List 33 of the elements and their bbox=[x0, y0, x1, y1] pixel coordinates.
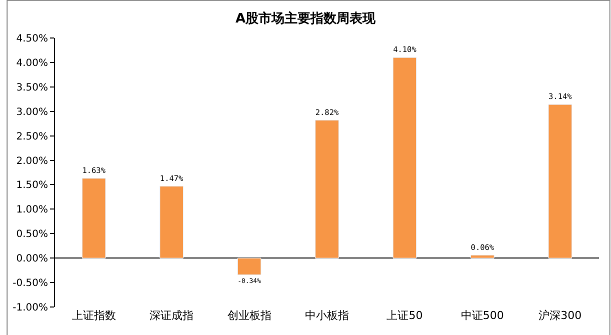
data-label: 2.82% bbox=[315, 108, 339, 117]
y-tick-label: 1.50% bbox=[16, 180, 48, 192]
y-tick-label: -1.00% bbox=[12, 302, 48, 314]
bar bbox=[548, 104, 572, 258]
y-tick-label: 2.50% bbox=[16, 131, 48, 142]
y-tick-label: 0.50% bbox=[16, 229, 48, 240]
x-tick-label: 上证50 bbox=[386, 309, 423, 322]
data-label: 1.47% bbox=[160, 174, 184, 183]
y-tick-label: 0.00% bbox=[16, 254, 48, 265]
data-label: 1.63% bbox=[82, 166, 106, 176]
data-label: 0.06% bbox=[470, 242, 494, 252]
bar bbox=[160, 186, 184, 258]
x-tick-label: 上证指数 bbox=[72, 309, 116, 322]
bar bbox=[237, 258, 262, 275]
data-label: 3.14% bbox=[548, 92, 572, 102]
bar bbox=[392, 57, 417, 258]
x-tick-label: 中小板指 bbox=[305, 309, 349, 322]
bar bbox=[470, 254, 494, 258]
x-tick-label: 深证成指 bbox=[150, 309, 194, 322]
y-tick-label: 4.50% bbox=[16, 34, 48, 44]
y-tick-label: -0.50% bbox=[12, 278, 48, 290]
x-tick-label: 中证500 bbox=[460, 309, 504, 322]
x-tick-label: 创业板指 bbox=[227, 309, 272, 322]
x-tick-label: 沪深300 bbox=[538, 309, 582, 322]
y-tick-label: 3.50% bbox=[16, 82, 48, 94]
bar bbox=[315, 120, 339, 258]
y-tick-label: 3.00% bbox=[16, 106, 48, 118]
chart-title: A股市场主要指数周表现 bbox=[235, 10, 377, 26]
data-label: 4.10% bbox=[393, 45, 417, 54]
y-tick-label: 4.00% bbox=[16, 58, 48, 69]
y-tick-label: 1.00% bbox=[16, 204, 48, 216]
bar bbox=[82, 178, 106, 258]
y-tick-label: 2.00% bbox=[16, 156, 48, 167]
